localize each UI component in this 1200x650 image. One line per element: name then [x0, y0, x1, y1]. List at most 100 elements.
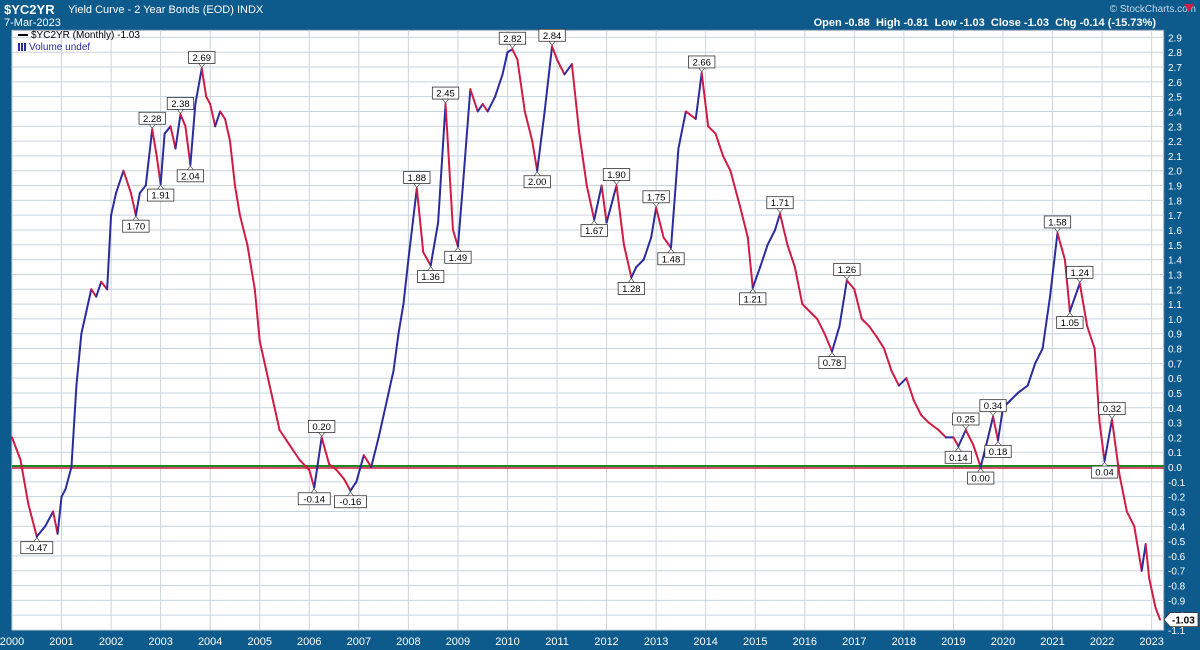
data-label-pointer	[977, 467, 985, 473]
series-segment	[219, 110, 227, 120]
data-label-pointer	[441, 98, 450, 104]
data-label: 0.18	[989, 447, 1008, 458]
series-segment	[19, 458, 30, 506]
x-tick-label: 2005	[247, 636, 271, 648]
series-segment	[860, 317, 871, 328]
series-segment	[1125, 510, 1136, 528]
series-segment	[739, 206, 749, 239]
data-label: 2.69	[193, 53, 212, 64]
series-segment	[650, 206, 658, 239]
x-tick-label: 2000	[0, 636, 24, 648]
series-segment	[615, 184, 625, 246]
data-label: 1.88	[408, 173, 427, 184]
data-label-pointer	[989, 411, 997, 417]
x-tick-label: 2010	[495, 636, 519, 648]
series-segment	[600, 184, 608, 224]
series-segment	[1026, 362, 1037, 387]
data-label: 0.14	[949, 453, 968, 464]
series-segment	[897, 377, 908, 387]
x-tick-label: 2023	[1139, 636, 1163, 648]
x-tick-label: 2001	[49, 636, 73, 648]
series-segment	[313, 436, 323, 489]
data-label: 1.75	[647, 192, 666, 203]
series-segment	[110, 191, 118, 217]
data-label-pointer	[148, 123, 156, 129]
series-segment	[469, 88, 479, 113]
data-label: 0.34	[984, 401, 1003, 412]
data-label: 1.24	[1071, 268, 1090, 279]
chart-date: 7-Mar-2023	[4, 17, 61, 29]
y-tick-label: -0.8	[1168, 582, 1186, 593]
series-segment	[209, 103, 217, 128]
legend-volume: Volume undef	[18, 42, 140, 54]
y-tick-label: 0.1	[1168, 448, 1182, 459]
series-segment	[972, 443, 982, 469]
data-label: 1.36	[421, 272, 440, 283]
series-segment	[298, 458, 311, 471]
series-segment	[70, 384, 78, 469]
y-tick-label: -0.3	[1168, 507, 1186, 518]
series-segment	[129, 191, 137, 217]
y-tick-label: 0.4	[1168, 404, 1182, 415]
x-tick-label: 2020	[991, 636, 1015, 648]
series-segment	[722, 154, 732, 172]
chart-subtitle: Yield Curve - 2 Year Bonds (EOD) INDX	[68, 4, 264, 16]
data-label: 2.28	[143, 114, 162, 125]
series-segment	[1009, 391, 1019, 402]
series-segment	[80, 310, 88, 335]
series-segment	[189, 103, 197, 166]
data-label-pointer	[1100, 461, 1109, 467]
series-segment	[831, 325, 841, 353]
data-label: -0.16	[340, 497, 362, 508]
data-label: -0.47	[26, 543, 48, 554]
series-segment	[355, 454, 365, 483]
y-tick-label: 1.9	[1168, 182, 1182, 193]
data-label-pointer	[843, 275, 851, 280]
data-label-pointer	[176, 109, 185, 114]
series-segment	[556, 58, 566, 76]
series-segment	[605, 184, 618, 224]
data-label-pointer	[157, 184, 165, 190]
data-label: 0.25	[957, 415, 976, 426]
series-segment	[342, 477, 352, 492]
y-tick-label: 1.2	[1168, 285, 1182, 296]
series-segment	[751, 266, 762, 289]
series-segment	[370, 436, 380, 469]
data-label: 0.00	[971, 474, 990, 485]
series-segment	[501, 51, 509, 76]
series-segment	[144, 128, 154, 187]
low-value: Low -1.03	[934, 17, 985, 29]
x-tick-label: 2011	[545, 636, 569, 648]
series-segment	[402, 258, 410, 306]
x-tick-label: 2014	[693, 636, 717, 648]
y-tick-label: -0.5	[1168, 537, 1186, 548]
series-segment	[801, 303, 811, 313]
series-segment	[979, 436, 990, 469]
series-segment	[1144, 543, 1151, 580]
x-tick-label: 2021	[1040, 636, 1064, 648]
series-segment	[992, 415, 1000, 442]
series-segment	[551, 45, 559, 61]
series-segment	[268, 384, 281, 431]
plot-area	[11, 29, 1165, 631]
series-segment	[669, 147, 680, 249]
series-segment	[937, 429, 947, 439]
y-tick-label: 0.5	[1168, 389, 1182, 400]
data-label-pointer	[627, 277, 635, 283]
series-segment	[957, 429, 967, 448]
data-label: 1.90	[607, 170, 626, 181]
y-tick-label: -1.1	[1168, 626, 1186, 637]
series-segment	[793, 266, 804, 306]
data-label-pointer	[828, 351, 836, 357]
series-segment	[335, 469, 345, 480]
series-segment	[531, 140, 539, 172]
series-segment	[387, 369, 395, 394]
series-segment	[233, 184, 241, 217]
series-segment	[134, 191, 141, 217]
data-label: 0.32	[1103, 404, 1122, 415]
series-segment	[35, 525, 47, 538]
series-segment	[808, 310, 819, 320]
series-segment	[779, 212, 789, 246]
last-value-tag	[1163, 612, 1199, 628]
